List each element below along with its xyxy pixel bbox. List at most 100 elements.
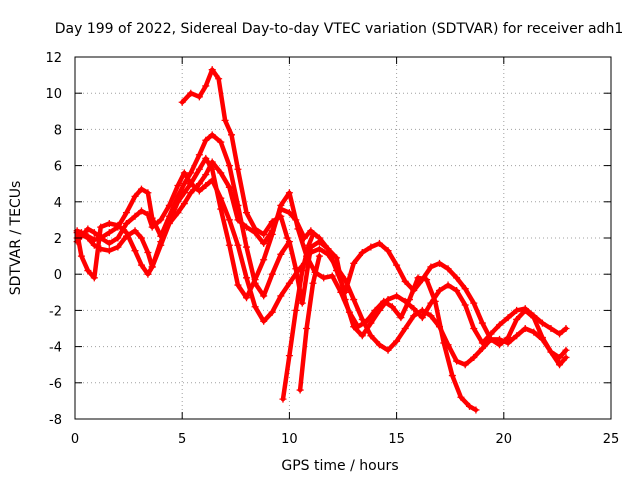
data-point: [478, 319, 486, 327]
data-point: [202, 154, 210, 162]
data-point: [292, 265, 300, 273]
data-point: [131, 227, 139, 235]
data-point: [195, 151, 203, 159]
data-point: [562, 325, 570, 332]
y-tick-label: 4: [54, 196, 62, 211]
data-point: [461, 301, 469, 309]
y-tick-label: -2: [49, 304, 62, 319]
data-point: [105, 220, 113, 228]
data-point: [208, 66, 216, 74]
data-point: [90, 229, 98, 237]
data-point: [324, 245, 332, 253]
data-point: [453, 357, 461, 365]
data-point: [496, 341, 504, 349]
data-point: [427, 263, 435, 271]
data-point: [215, 75, 223, 83]
data-point: [320, 274, 328, 282]
data-point: [277, 292, 285, 300]
data-point: [251, 276, 259, 284]
x-tick-label: 15: [388, 432, 405, 447]
data-point: [521, 306, 529, 314]
data-point: [234, 241, 242, 249]
data-point: [405, 296, 413, 304]
y-tick-label: 8: [54, 123, 62, 138]
x-tick-label: 0: [71, 432, 79, 447]
x-axis-label: GPS time / hours: [281, 458, 398, 474]
data-point: [444, 265, 452, 273]
data-point: [225, 183, 233, 191]
data-point: [268, 230, 276, 238]
data-point: [283, 234, 291, 242]
data-point: [423, 276, 431, 284]
data-point: [470, 353, 478, 361]
data-point: [208, 165, 216, 173]
data-point: [401, 277, 409, 285]
series-trace-5: [178, 66, 291, 242]
data-point: [401, 325, 409, 332]
data-point: [397, 314, 405, 322]
data-point: [350, 259, 358, 267]
data-point: [384, 346, 392, 354]
data-point: [303, 325, 311, 332]
data-point: [333, 254, 341, 262]
data-point: [208, 131, 216, 139]
data-point: [137, 234, 145, 242]
data-point: [105, 239, 113, 247]
data-point: [470, 325, 478, 332]
data-point: [305, 241, 313, 249]
data-point: [174, 198, 182, 206]
data-point: [202, 171, 210, 179]
data-point: [260, 292, 268, 300]
data-point: [556, 361, 564, 369]
data-point: [268, 270, 276, 278]
x-tick-labels: 0 5 10 15 20 25: [71, 432, 619, 447]
data-point: [453, 274, 461, 282]
data-point: [504, 334, 512, 342]
data-point: [77, 252, 85, 260]
data-point: [309, 230, 317, 238]
data-point: [131, 212, 139, 220]
data-point: [114, 221, 122, 229]
data-point: [294, 225, 302, 233]
data-point: [144, 189, 152, 197]
data-point: [180, 200, 188, 208]
x-tick-label: 25: [603, 432, 620, 447]
data-point: [180, 189, 188, 197]
data-point: [513, 315, 521, 323]
data-point: [187, 189, 195, 197]
data-point: [243, 223, 251, 231]
data-point: [440, 339, 448, 347]
data-point: [234, 165, 242, 173]
data-point: [114, 243, 122, 251]
data-point: [547, 325, 555, 332]
series-line: [74, 159, 569, 367]
data-point: [225, 241, 233, 249]
data-point: [496, 321, 504, 329]
data-point: [279, 395, 287, 403]
data-point: [97, 223, 105, 231]
data-point: [358, 248, 366, 256]
y-axis-label: SDTVAR / TECUs: [8, 181, 24, 296]
data-point: [202, 182, 210, 190]
data-point: [388, 303, 396, 311]
data-point: [144, 270, 152, 278]
data-point: [243, 209, 251, 217]
data-point: [243, 243, 251, 251]
data-point: [315, 252, 323, 260]
data-point: [84, 267, 92, 275]
y-tick-label: -4: [49, 341, 62, 356]
y-tick-label: 0: [54, 268, 62, 283]
data-point: [296, 386, 304, 394]
data-point: [487, 335, 495, 343]
data-point: [444, 281, 452, 289]
data-point: [367, 243, 375, 251]
data-point: [363, 317, 371, 325]
data-point: [187, 169, 195, 177]
data-point: [148, 214, 156, 222]
data-point: [243, 294, 251, 302]
data-point: [337, 288, 345, 296]
data-point: [393, 261, 401, 269]
data-point: [187, 89, 195, 97]
data-point: [260, 256, 268, 264]
data-point: [157, 238, 165, 246]
